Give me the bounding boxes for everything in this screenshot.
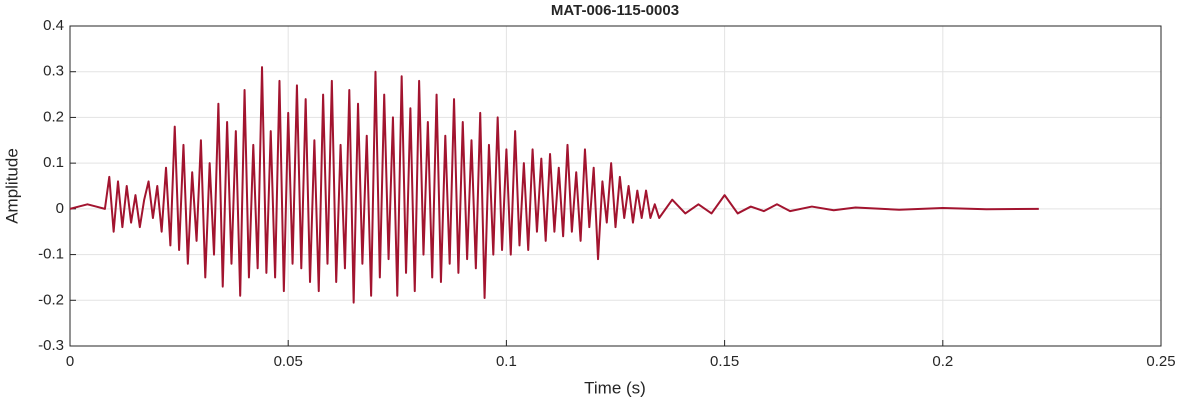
y-tick-label: 0 xyxy=(56,200,64,217)
y-tick-label: -0.2 xyxy=(38,291,64,308)
x-tick-label: 0.15 xyxy=(710,353,739,370)
y-tick-label: -0.1 xyxy=(38,246,64,263)
y-tick-label: -0.3 xyxy=(38,337,64,354)
y-tick-label: 0.1 xyxy=(43,154,64,171)
x-tick-label: 0.1 xyxy=(496,353,517,370)
x-tick-label: 0.2 xyxy=(932,353,953,370)
y-tick-label: 0.2 xyxy=(43,108,64,125)
x-tick-label: 0 xyxy=(66,353,74,370)
x-axis-label: Time (s) xyxy=(584,378,646,397)
waveform-line xyxy=(69,66,1039,304)
y-tick-label: 0.4 xyxy=(43,17,64,34)
y-axis-label: Amplitude xyxy=(2,148,21,224)
chart-title: MAT-006-115-0003 xyxy=(551,2,679,19)
y-tick-label: 0.3 xyxy=(43,63,64,80)
plot-frame xyxy=(69,25,1162,347)
x-tick-label: 0.25 xyxy=(1146,353,1175,370)
x-tick-label: 0.05 xyxy=(274,353,303,370)
